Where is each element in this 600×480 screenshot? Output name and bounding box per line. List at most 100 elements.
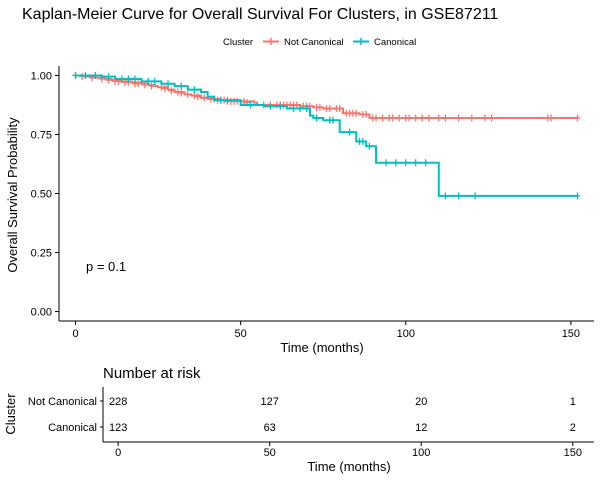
censor-mark-not-canonical [135,80,142,88]
censor-mark-canonical [382,159,389,167]
km-plot-area: 0.00 0.25 0.50 0.75 1.00 0 50 100 150 p = 0.1 [31,66,594,340]
censor-mark-not-canonical [442,114,449,122]
censor-mark-not-canonical [336,105,343,112]
censor-mark-canonical [412,159,419,167]
risk-x-tick-label: 100 [412,447,430,459]
x-ticks: 0 50 100 150 [72,321,580,340]
censor-mark-not-canonical [293,101,300,109]
x-tick-label: 150 [562,328,580,340]
censor-mark-not-canonical [168,87,175,95]
censor-mark-not-canonical [425,114,432,122]
censor-mark-canonical [105,73,112,81]
censor-mark-not-canonical [316,103,323,111]
risk-value-not-canonical: 20 [415,396,427,408]
censor-mark-canonical [118,75,125,83]
x-tick-label: 100 [397,328,415,340]
censor-mark-not-canonical [396,114,403,122]
censor-mark-canonical [422,159,429,167]
censor-mark-not-canonical [363,110,370,118]
censor-mark-not-canonical [389,114,396,122]
y-tick-label: 0.25 [31,248,52,260]
censor-mark-not-canonical [174,88,181,96]
legend-title: Cluster [223,37,253,48]
censor-mark-canonical [191,86,198,94]
censor-mark-canonical [92,71,99,79]
risk-value-canonical: 123 [109,422,127,434]
censor-mark-not-canonical [373,114,380,122]
censor-mark-not-canonical [455,114,462,122]
censor-mark-not-canonical [234,97,241,105]
censor-mark-canonical [346,128,353,136]
risk-value-not-canonical: 127 [261,396,279,408]
censor-mark-not-canonical [548,114,555,122]
legend-label-canonical: Canonical [374,37,416,48]
censor-mark-canonical [313,114,320,122]
risk-x-axis-label: Time (months) [307,459,390,474]
y-axis-label: Overall Survival Probability [5,117,20,273]
censor-mark-canonical [72,71,79,79]
survival-curves [72,71,581,200]
censor-mark-canonical [247,101,254,109]
legend: Cluster Not Canonical Canonical [223,37,416,48]
censor-mark-canonical [366,142,373,150]
censor-mark-not-canonical [482,114,489,122]
censor-mark-canonical [145,77,152,85]
censor-mark-canonical [290,105,297,112]
censor-mark-canonical [402,159,409,167]
censor-mark-not-canonical [240,97,247,105]
risk-row-label-canonical: Canonical [48,422,97,434]
risk-value-canonical: 12 [415,422,427,434]
censor-mark-canonical [164,80,171,88]
risk-y-axis-label: Cluster [3,393,18,435]
censor-mark-canonical [297,105,304,112]
censor-mark-canonical [267,102,274,110]
censor-mark-not-canonical [326,105,333,112]
censor-mark-canonical [303,105,310,112]
risk-value-not-canonical: 228 [109,396,127,408]
risk-table: Number at risk Not Canonical 228 127 20 1 Can… [3,365,594,474]
censor-mark-canonical [472,192,479,200]
series-line-canonical [75,74,578,197]
censor-mark-canonical [178,82,185,90]
censor-mark-not-canonical [406,114,413,122]
x-tick-label: 0 [72,328,78,340]
y-tick-label: 0.75 [31,129,52,141]
risk-value-canonical: 63 [264,422,276,434]
risk-table-title: Number at risk [103,365,201,382]
y-tick-label: 1.00 [31,70,52,82]
chart-title: Kaplan-Meier Curve for Overall Survival … [22,6,498,23]
risk-value-not-canonical: 1 [570,396,576,408]
censor-mark-not-canonical [191,92,198,100]
legend-label-not-canonical: Not Canonical [284,37,344,48]
censor-mark-canonical [330,116,337,124]
censor-mark-not-canonical [419,114,426,122]
censor-mark-canonical [574,192,581,200]
censor-mark-not-canonical [148,82,155,90]
censor-mark-canonical [277,102,284,110]
risk-x-tick-label: 50 [264,447,276,459]
censor-mark-not-canonical [79,73,86,81]
censor-mark-canonical [455,192,462,200]
censor-mark-canonical [224,96,231,104]
censor-mark-canonical [151,77,158,85]
y-tick-label: 0.00 [31,307,52,319]
censor-mark-not-canonical [178,89,185,97]
censor-mark-canonical [359,138,366,146]
risk-x-tick-label: 150 [564,447,582,459]
y-ticks: 0.00 0.25 0.50 0.75 1.00 [31,70,59,319]
risk-value-canonical: 2 [570,422,576,434]
x-tick-label: 50 [235,328,247,340]
p-value-annotation: p = 0.1 [86,259,126,274]
risk-row-label-not-canonical: Not Canonical [28,396,97,408]
risk-rows: Not Canonical 228 127 20 1 Canonical 123 63 12 2 [28,396,576,434]
censor-mark-canonical [131,75,138,83]
censor-mark-canonical [82,71,89,79]
censor-mark-not-canonical [141,81,148,89]
censor-mark-not-canonical [158,83,165,91]
censor-mark-not-canonical [379,114,386,122]
censor-mark-canonical [442,192,449,200]
censor-mark-canonical [392,159,399,167]
censor-mark-not-canonical [488,114,495,122]
censor-mark-not-canonical [468,114,475,122]
